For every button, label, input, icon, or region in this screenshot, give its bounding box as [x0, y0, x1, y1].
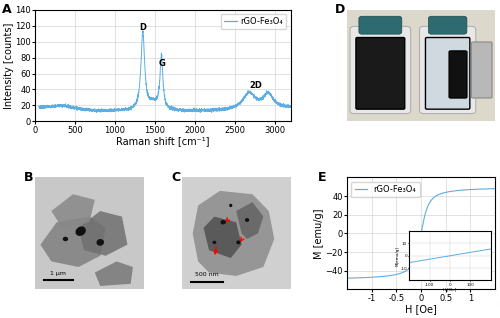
- Ellipse shape: [62, 237, 68, 241]
- Ellipse shape: [212, 241, 216, 244]
- Legend: rGO-Fe₃O₄: rGO-Fe₃O₄: [221, 14, 286, 29]
- Polygon shape: [95, 261, 133, 286]
- Text: B: B: [24, 171, 34, 184]
- Text: G: G: [158, 59, 166, 67]
- Ellipse shape: [236, 240, 240, 244]
- Text: 500 nm: 500 nm: [195, 272, 218, 277]
- Y-axis label: Intensity [counts]: Intensity [counts]: [4, 22, 14, 109]
- X-axis label: Raman shift [cm⁻¹]: Raman shift [cm⁻¹]: [116, 136, 210, 146]
- Polygon shape: [192, 191, 274, 276]
- Text: D: D: [335, 3, 345, 16]
- Ellipse shape: [229, 204, 232, 207]
- FancyBboxPatch shape: [356, 38, 405, 109]
- Text: E: E: [318, 171, 326, 184]
- Ellipse shape: [96, 239, 104, 246]
- Text: $\times10^4$: $\times10^4$: [498, 298, 500, 308]
- Text: C: C: [171, 171, 180, 184]
- Text: D: D: [140, 23, 146, 32]
- FancyBboxPatch shape: [449, 51, 467, 98]
- Ellipse shape: [220, 220, 226, 225]
- FancyBboxPatch shape: [359, 16, 402, 34]
- FancyBboxPatch shape: [428, 16, 467, 34]
- Ellipse shape: [245, 218, 249, 222]
- FancyBboxPatch shape: [426, 38, 470, 109]
- Legend: rGO-Fe₃O₄: rGO-Fe₃O₄: [351, 182, 420, 197]
- Polygon shape: [52, 194, 95, 228]
- FancyBboxPatch shape: [472, 42, 492, 98]
- FancyBboxPatch shape: [420, 26, 476, 114]
- Text: 1 μm: 1 μm: [50, 271, 66, 276]
- Polygon shape: [78, 211, 128, 256]
- Ellipse shape: [76, 226, 86, 236]
- X-axis label: H [Oe]: H [Oe]: [405, 304, 437, 314]
- Polygon shape: [204, 217, 242, 258]
- Text: 2D: 2D: [249, 81, 262, 90]
- Polygon shape: [236, 202, 264, 239]
- Y-axis label: M [emu/g]: M [emu/g]: [314, 208, 324, 259]
- Text: A: A: [2, 3, 12, 16]
- FancyBboxPatch shape: [350, 26, 410, 114]
- Polygon shape: [40, 217, 106, 267]
